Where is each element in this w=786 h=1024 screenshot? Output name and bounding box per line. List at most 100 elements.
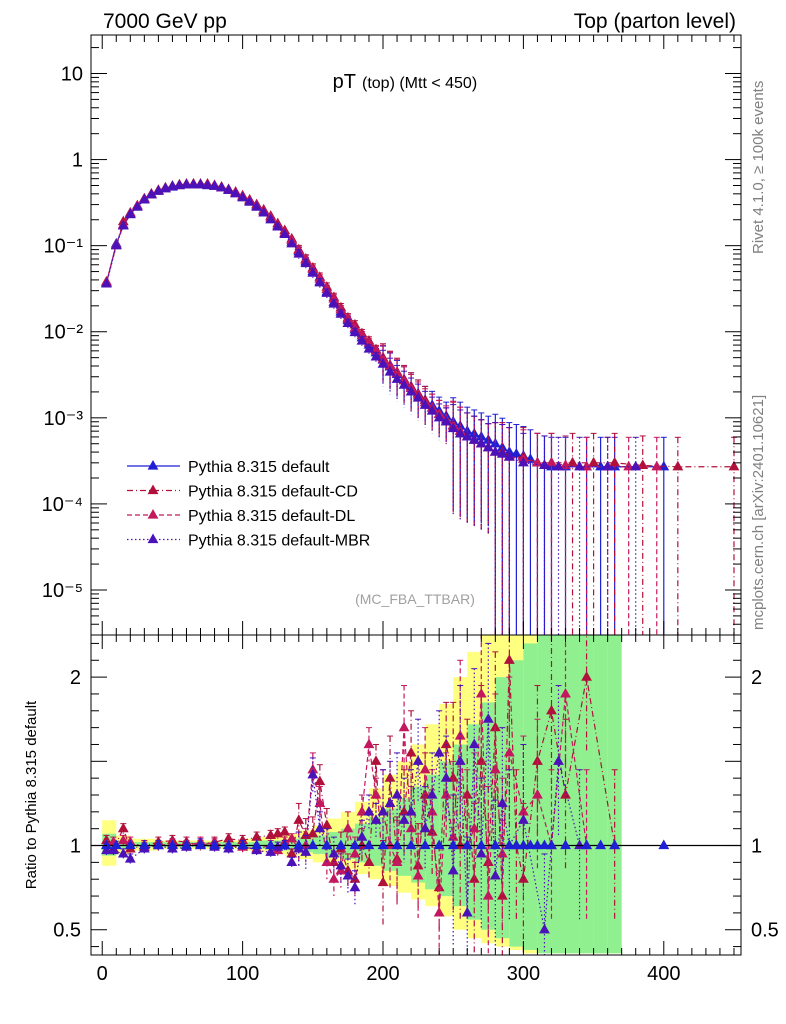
ratio-default-point	[461, 839, 473, 850]
main-data-point	[138, 193, 150, 204]
ratio-band-green-bin	[509, 660, 524, 947]
ratio-default-point	[223, 839, 234, 850]
ratio-data-point	[363, 738, 375, 749]
ratio-default-point	[525, 839, 536, 850]
main-data-point	[131, 201, 143, 211]
ratio-data-point	[370, 814, 382, 824]
ratio-default-point	[195, 839, 206, 850]
main-y-tick-label: 10⁻⁴	[42, 494, 83, 516]
ratio-data-point	[553, 755, 564, 765]
ratio-data-point	[377, 805, 389, 816]
ratio-data-point	[412, 859, 424, 870]
ratio-data-point	[503, 654, 515, 664]
ratio-default-point	[279, 839, 291, 850]
ratio-data-point	[349, 873, 361, 883]
ratio-data-point	[307, 768, 319, 779]
main-data-point	[265, 213, 277, 224]
ratio-data-point	[370, 755, 382, 765]
ratio-data-point	[398, 721, 410, 732]
ratio-data-point	[328, 847, 340, 858]
legend-marker	[147, 509, 159, 519]
x-tick-label: 300	[507, 963, 540, 985]
main-data-point	[321, 287, 333, 297]
ratio-default-point	[447, 839, 459, 850]
ratio-data-point	[412, 755, 424, 765]
ratio-default-point	[560, 839, 571, 850]
analysis-watermark: (MC_FBA_TTBAR)	[355, 591, 475, 607]
ratio-data-point	[342, 869, 354, 880]
ratio-default-point	[307, 839, 319, 850]
legend-marker	[147, 533, 159, 544]
main-data-point	[672, 460, 684, 471]
ratio-data-point	[117, 847, 129, 858]
plot-title-main: pT	[333, 71, 356, 93]
main-data-point	[145, 188, 157, 199]
ratio-data-point	[342, 822, 354, 833]
ratio-default-point	[609, 839, 621, 850]
ratio-data-point	[265, 846, 277, 856]
ratio-data-point	[384, 839, 396, 850]
legend-label: Pythia 8.315 default-DL	[188, 508, 355, 525]
ratio-default-point	[237, 839, 249, 850]
ratio-data-point	[517, 805, 529, 816]
ratio-data-point	[426, 789, 438, 799]
ratio-data-point	[251, 844, 263, 855]
ratio-default-point	[167, 839, 178, 850]
main-data-point	[609, 456, 621, 467]
ratio-series-line	[106, 693, 588, 913]
main-data-point	[349, 326, 361, 337]
ratio-data-point	[384, 797, 396, 808]
ratio-default-point	[539, 839, 550, 850]
ratio-data-point	[279, 826, 291, 836]
ratio-data-point	[363, 805, 375, 816]
main-axis-ticks	[91, 35, 741, 636]
main-data-point	[202, 179, 213, 190]
main-data-point	[391, 373, 403, 383]
main-series-line	[105, 184, 636, 468]
ratio-data-point	[433, 881, 445, 892]
ratio-data-point	[574, 839, 585, 850]
legend: Pythia 8.315 default Pythia 8.315 default…	[127, 459, 370, 550]
ratio-data-point	[286, 832, 298, 843]
main-data-point	[651, 460, 663, 471]
ratio-data-point	[101, 844, 112, 855]
ratio-data-point	[440, 738, 452, 749]
ratio-default-point	[265, 839, 277, 850]
ratio-data-point	[426, 805, 438, 816]
ratio-band-green-bin	[256, 840, 271, 849]
legend-label: Pythia 8.315 default-CD	[188, 484, 358, 501]
main-data-point	[546, 456, 557, 467]
ratio-data-point	[391, 789, 403, 799]
ratio-default-point	[433, 839, 445, 850]
x-tick-label: 200	[366, 963, 399, 985]
ratio-data-point	[454, 755, 466, 765]
main-data-point	[553, 460, 564, 471]
main-data-point	[475, 437, 487, 448]
main-data-point	[307, 267, 319, 277]
main-data-point	[152, 185, 164, 195]
ratio-y-tick-label-left: 1	[70, 836, 81, 858]
ratio-data-point	[251, 831, 263, 841]
ratio-data-point	[517, 873, 529, 883]
main-data-point	[532, 456, 543, 467]
main-data-point	[433, 411, 445, 422]
main-data-point	[117, 219, 129, 230]
ratio-y-tick-label-right: 2	[751, 667, 762, 689]
main-data-point	[503, 446, 515, 456]
ratio-data-point	[370, 789, 382, 799]
ratio-data-point	[461, 906, 473, 917]
ratio-default-point	[181, 839, 192, 850]
main-data-layer	[101, 178, 740, 635]
ratio-data-point	[391, 856, 403, 866]
ratio-default-point	[510, 839, 522, 850]
ratio-data-point	[108, 844, 119, 855]
ratio-data-point	[419, 822, 431, 833]
main-data-point	[454, 427, 466, 438]
ratio-data-point	[440, 772, 452, 782]
ratio-default-point	[124, 839, 136, 850]
ratio-data-point	[328, 873, 340, 883]
ratio-default-point	[110, 839, 122, 850]
ratio-default-point	[101, 839, 112, 850]
ratio-y-tick-label-right: 0.5	[751, 920, 779, 942]
rivet-version-label: Rivet 4.1.0, ≥ 100k events	[750, 81, 767, 254]
